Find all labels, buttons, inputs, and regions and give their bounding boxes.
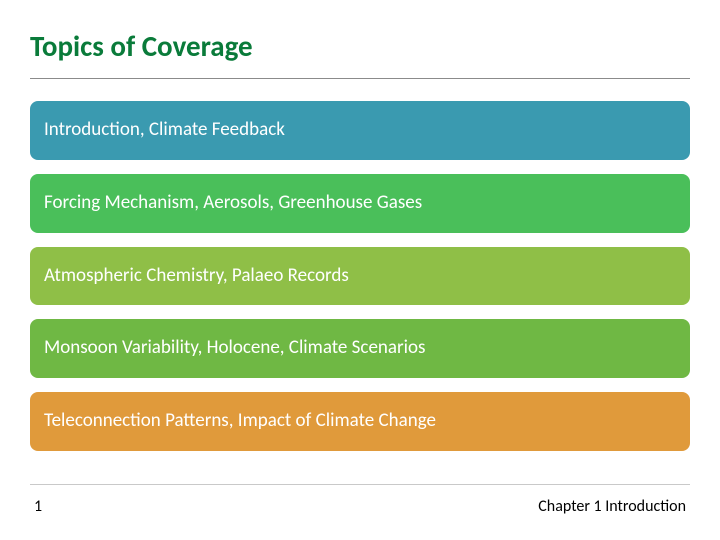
topic-bar-2: Forcing Mechanism, Aerosols, Greenhouse … [30,174,690,233]
slide-container: Topics of Coverage Introduction, Climate… [0,0,720,540]
topics-list: Introduction, Climate Feedback Forcing M… [30,101,690,466]
footer-rule [30,484,690,485]
chapter-label: Chapter 1 Introduction [538,497,686,516]
topic-bar-5: Teleconnection Patterns, Impact of Clima… [30,392,690,451]
slide-title: Topics of Coverage [30,28,690,64]
slide-footer: 1 Chapter 1 Introduction [30,497,690,520]
page-number: 1 [34,497,42,516]
topic-bar-1: Introduction, Climate Feedback [30,101,690,160]
title-rule [30,78,690,79]
topic-bar-3: Atmospheric Chemistry, Palaeo Records [30,247,690,306]
topic-bar-4: Monsoon Variability, Holocene, Climate S… [30,319,690,378]
